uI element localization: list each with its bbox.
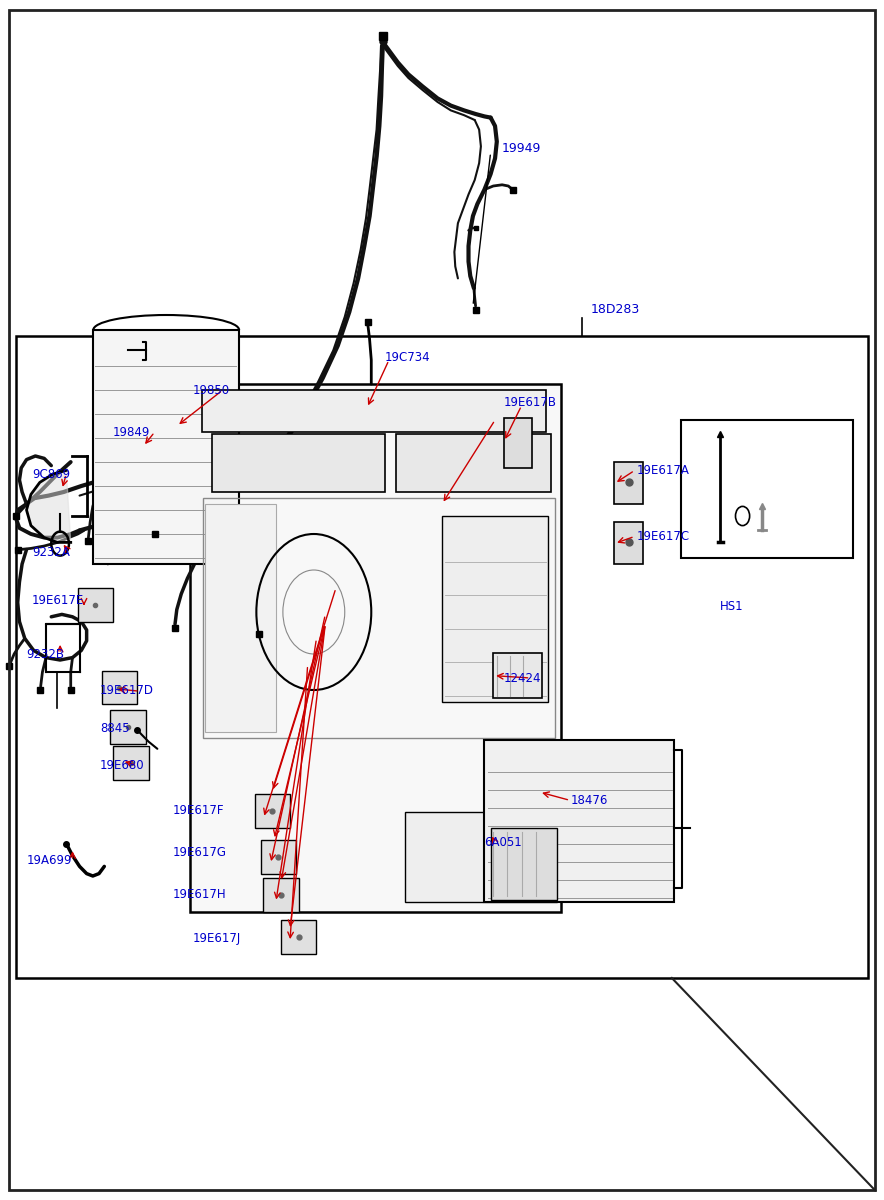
Bar bbox=[499, 667, 528, 706]
Bar bbox=[528, 514, 556, 552]
Bar bbox=[614, 522, 643, 564]
Bar bbox=[556, 706, 584, 744]
Bar bbox=[556, 437, 584, 475]
Bar bbox=[396, 434, 551, 492]
Polygon shape bbox=[27, 470, 71, 542]
Text: 6A051: 6A051 bbox=[484, 836, 522, 848]
Bar bbox=[614, 462, 643, 504]
Text: 19E617C: 19E617C bbox=[636, 530, 690, 542]
Text: 18476: 18476 bbox=[570, 794, 607, 806]
Text: 19E680: 19E680 bbox=[100, 760, 144, 772]
Bar bbox=[528, 475, 556, 514]
Bar bbox=[584, 590, 613, 629]
Text: 19E617A: 19E617A bbox=[636, 464, 690, 476]
Bar bbox=[528, 590, 556, 629]
Bar bbox=[556, 552, 584, 590]
Bar bbox=[556, 590, 584, 629]
Bar bbox=[484, 740, 674, 902]
Bar bbox=[405, 812, 557, 902]
Bar bbox=[78, 588, 113, 622]
Bar bbox=[613, 475, 641, 514]
Bar bbox=[528, 552, 556, 590]
Bar bbox=[556, 667, 584, 706]
Bar bbox=[641, 629, 669, 667]
Text: 19850: 19850 bbox=[193, 384, 230, 396]
Text: scuderia: scuderia bbox=[144, 590, 598, 682]
Bar bbox=[613, 667, 641, 706]
Bar bbox=[499, 514, 528, 552]
Bar bbox=[556, 514, 584, 552]
Bar bbox=[499, 437, 528, 475]
Bar bbox=[613, 437, 641, 475]
Text: 18D283: 18D283 bbox=[591, 304, 640, 316]
Bar bbox=[491, 828, 557, 900]
Bar bbox=[641, 590, 669, 629]
Bar bbox=[113, 746, 149, 780]
Bar bbox=[584, 706, 613, 744]
Text: 19E617J: 19E617J bbox=[193, 932, 241, 944]
Bar bbox=[613, 706, 641, 744]
Text: 19E617B: 19E617B bbox=[504, 396, 557, 408]
Bar bbox=[528, 667, 556, 706]
Bar bbox=[641, 667, 669, 706]
Bar bbox=[641, 552, 669, 590]
Bar bbox=[681, 420, 853, 558]
Bar bbox=[202, 390, 546, 432]
Text: 19E617D: 19E617D bbox=[100, 684, 154, 696]
Bar bbox=[499, 475, 528, 514]
Bar bbox=[261, 840, 296, 874]
Bar bbox=[205, 504, 276, 732]
Bar bbox=[613, 552, 641, 590]
Bar bbox=[493, 653, 542, 698]
Bar bbox=[190, 384, 561, 912]
Bar bbox=[584, 667, 613, 706]
Bar bbox=[93, 330, 239, 564]
Bar bbox=[212, 434, 385, 492]
Text: 19C734: 19C734 bbox=[385, 352, 431, 364]
Bar bbox=[102, 671, 137, 704]
Bar bbox=[528, 437, 556, 475]
Bar bbox=[584, 475, 613, 514]
Bar bbox=[641, 437, 669, 475]
Bar bbox=[263, 878, 299, 912]
Bar bbox=[584, 629, 613, 667]
Bar bbox=[255, 794, 290, 828]
Bar bbox=[281, 920, 316, 954]
Text: HS1: HS1 bbox=[720, 600, 743, 612]
Text: 9C869: 9C869 bbox=[32, 468, 70, 480]
Bar bbox=[613, 514, 641, 552]
Bar bbox=[584, 514, 613, 552]
Bar bbox=[584, 437, 613, 475]
Bar bbox=[613, 590, 641, 629]
Text: 19E617E: 19E617E bbox=[32, 594, 84, 606]
Bar bbox=[641, 475, 669, 514]
Text: 8845: 8845 bbox=[100, 722, 130, 734]
Bar bbox=[528, 706, 556, 744]
Bar bbox=[110, 710, 146, 744]
Bar bbox=[16, 336, 868, 978]
Text: 19A699: 19A699 bbox=[27, 854, 72, 866]
Bar bbox=[613, 629, 641, 667]
Bar bbox=[556, 629, 584, 667]
Text: 19E617G: 19E617G bbox=[172, 846, 226, 858]
Text: 9232A: 9232A bbox=[32, 546, 70, 558]
Bar bbox=[504, 418, 532, 468]
Bar bbox=[641, 514, 669, 552]
Text: 9232B: 9232B bbox=[27, 648, 65, 660]
Text: 19949: 19949 bbox=[502, 143, 542, 155]
Bar bbox=[641, 706, 669, 744]
Bar bbox=[499, 590, 528, 629]
Bar bbox=[499, 706, 528, 744]
Text: 19E617H: 19E617H bbox=[172, 888, 226, 900]
Text: 19849: 19849 bbox=[113, 426, 150, 438]
Bar bbox=[499, 629, 528, 667]
Bar bbox=[203, 498, 555, 738]
Text: 19E617F: 19E617F bbox=[172, 804, 224, 816]
Bar bbox=[442, 516, 548, 702]
Bar bbox=[556, 475, 584, 514]
Text: 12424: 12424 bbox=[504, 672, 541, 684]
Bar bbox=[584, 552, 613, 590]
Bar bbox=[528, 629, 556, 667]
Bar bbox=[499, 552, 528, 590]
